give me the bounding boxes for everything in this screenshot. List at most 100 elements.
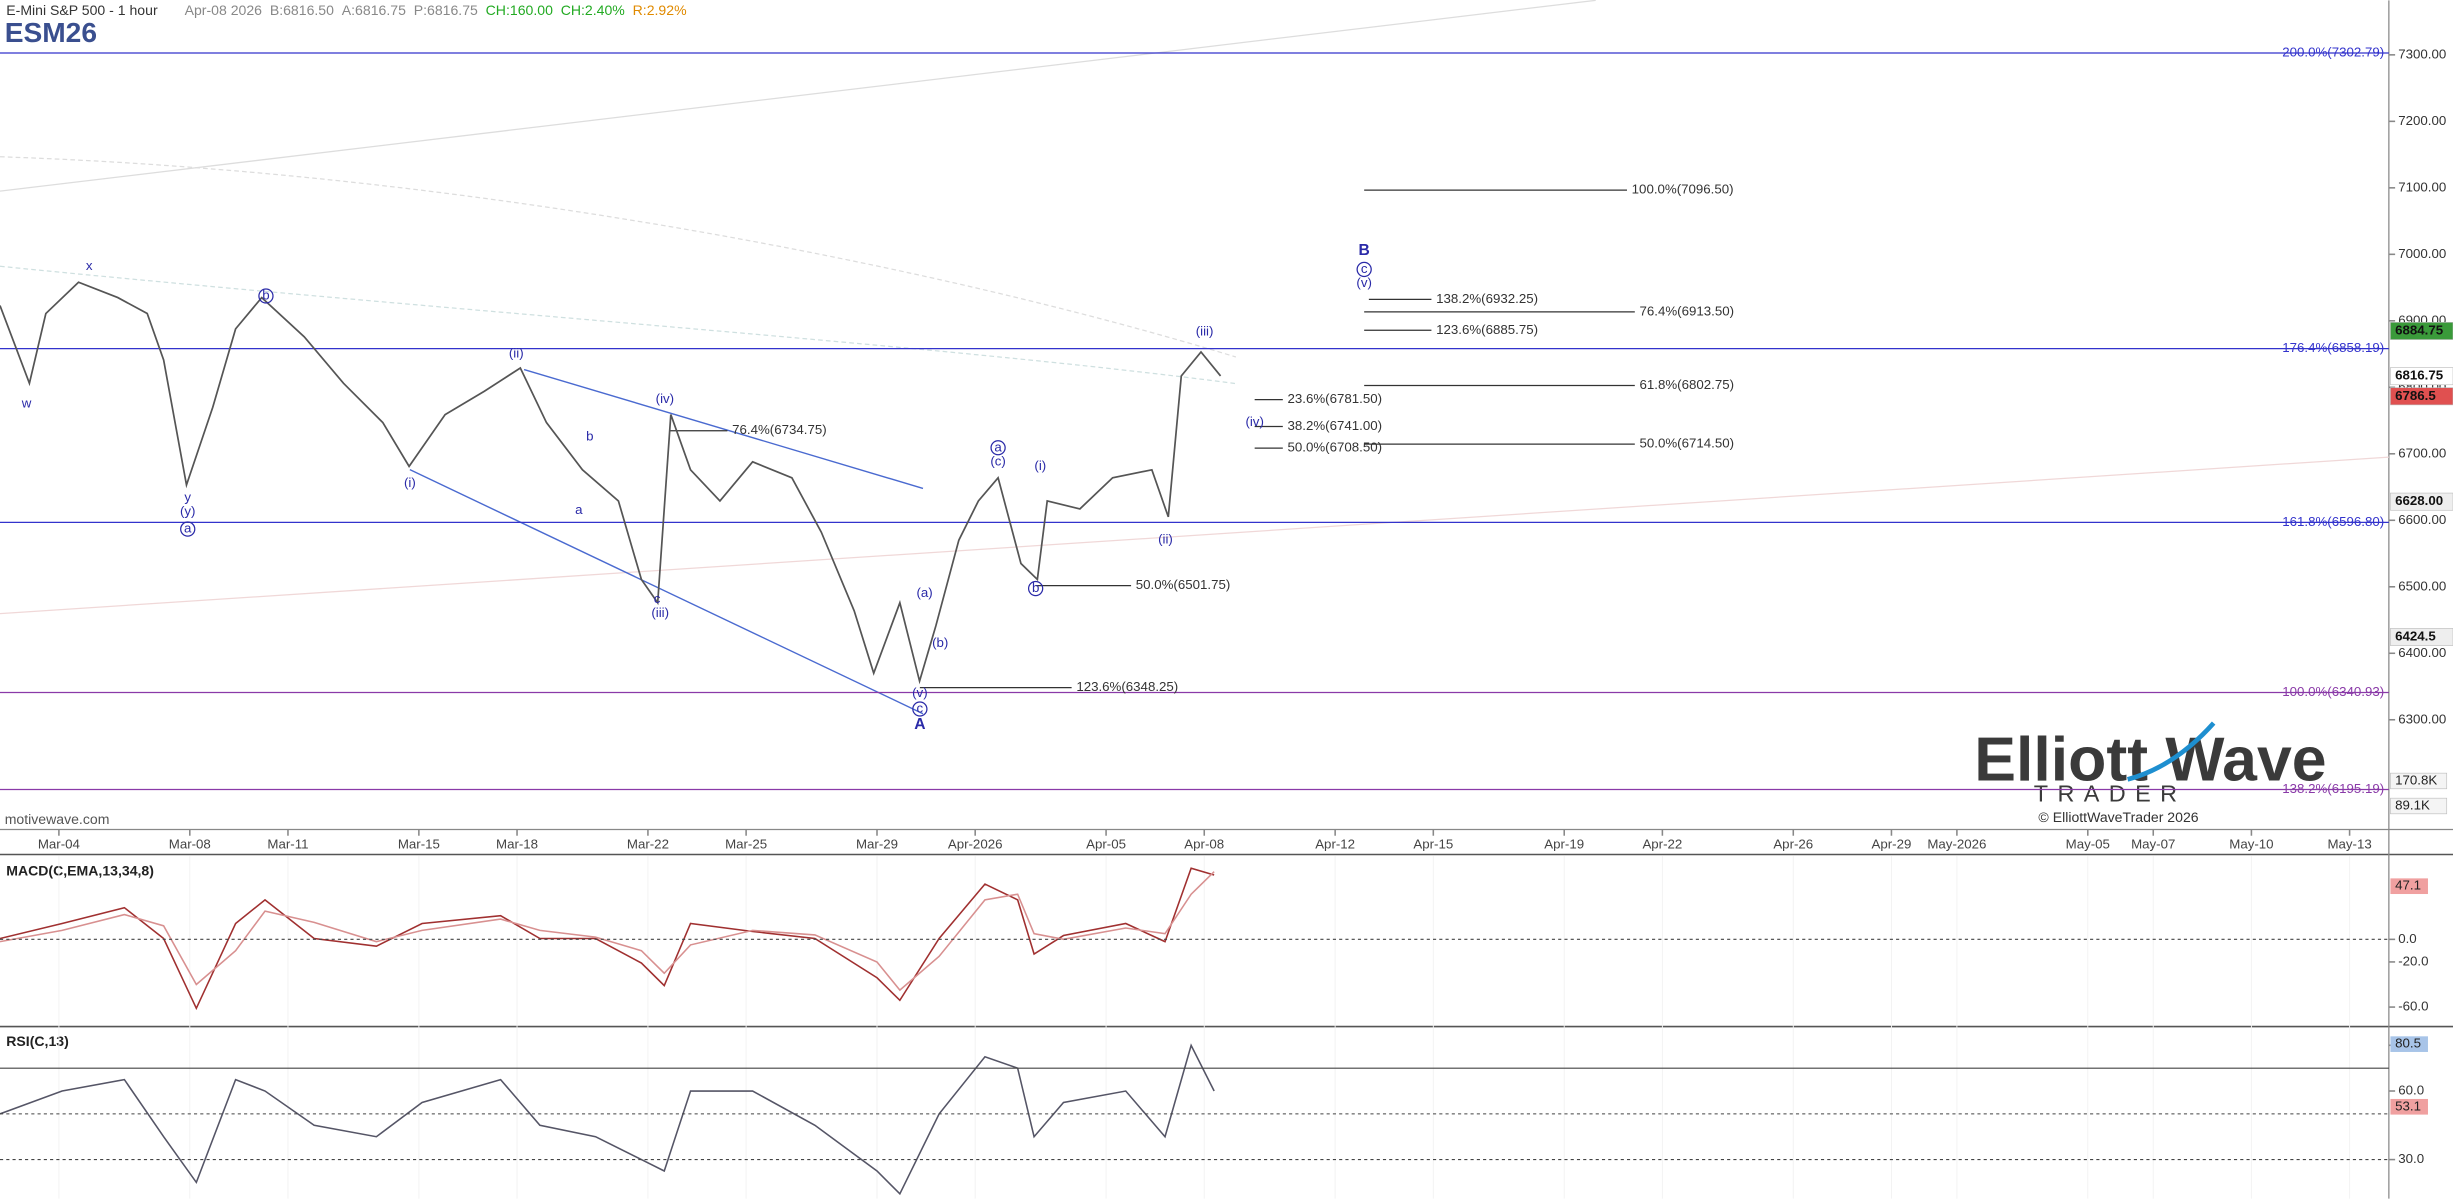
x-tick-label: Mar-08 <box>169 837 211 852</box>
volume-tag-label: 89.1K <box>2395 798 2430 813</box>
wave-label: A <box>914 716 925 733</box>
fib-label: 38.2%(6741.00) <box>1288 418 1383 433</box>
wave-circle <box>990 440 1006 456</box>
fib-label: 161.8%(6596.80) <box>2282 514 2384 529</box>
y-tick-label: 7000.00 <box>2398 246 2446 261</box>
price-tag <box>2390 387 2453 406</box>
fib-label: 123.6%(6348.25) <box>1076 679 1178 694</box>
y-tick-label: 6700.00 <box>2398 445 2446 460</box>
fib-label: 100.0%(6340.93) <box>2282 684 2384 699</box>
value-tag-label: 47.1 <box>2395 878 2421 893</box>
watermark: motivewave.com <box>5 811 110 827</box>
wave-label: w <box>21 395 32 410</box>
indicator-line <box>0 871 1215 992</box>
trend-line <box>0 0 1596 192</box>
fib-label: 76.4%(6913.50) <box>1640 303 1735 318</box>
logo-sub: TRADER <box>2034 780 2187 806</box>
wave-label: a <box>994 439 1002 454</box>
y-tick-label: 7200.00 <box>2398 113 2446 128</box>
wave-label: (b) <box>932 635 948 650</box>
logo-swoosh <box>2126 721 2216 782</box>
x-tick-label: Apr-19 <box>1544 837 1584 852</box>
wave-label: (i) <box>404 475 416 490</box>
wave-label: (c) <box>990 453 1006 468</box>
wave-label: (ii) <box>1158 532 1173 547</box>
quote-item: CH:2.40% <box>561 2 625 18</box>
fib-label: 61.8%(6802.75) <box>1640 377 1735 392</box>
panel-title: RSI(C,13) <box>6 1033 69 1049</box>
x-tick-label: Mar-29 <box>856 837 898 852</box>
y-tick-label: 60.0 <box>2398 1083 2424 1098</box>
wave-label: b <box>1032 580 1039 595</box>
x-tick-label: May-10 <box>2229 837 2273 852</box>
wave-label: a <box>184 521 192 536</box>
x-tick-label: Apr-15 <box>1413 837 1453 852</box>
moving-average <box>0 265 1236 385</box>
fib-label: 138.2%(6932.25) <box>1436 291 1538 306</box>
quote-item: CH:160.00 <box>486 2 553 18</box>
wave-label: b <box>262 288 269 303</box>
wave-label: b <box>586 428 593 443</box>
symbol: ESM26 <box>5 17 97 48</box>
quote-item: B:6816.50 <box>270 2 334 18</box>
x-tick-label: Apr-12 <box>1315 837 1355 852</box>
y-tick-label: 7300.00 <box>2398 46 2446 61</box>
x-tick-label: Mar-18 <box>496 837 538 852</box>
x-tick-label: May-2026 <box>1927 837 1986 852</box>
x-tick-label: Mar-11 <box>267 837 308 852</box>
x-tick-label: Mar-22 <box>627 837 669 852</box>
x-tick-label: Apr-2026 <box>948 837 1003 852</box>
fib-label: 176.4%(6858.19) <box>2282 340 2384 355</box>
price-tag-label: 6786.5 <box>2395 388 2436 403</box>
price-line <box>0 281 1222 685</box>
fib-label: 50.0%(6714.50) <box>1640 436 1735 451</box>
wave-label: (i) <box>1034 458 1046 473</box>
price-tag <box>2390 367 2453 386</box>
wave-label: a <box>575 502 583 517</box>
x-tick-label: Mar-25 <box>725 837 767 852</box>
quote-item: Apr-08 2026 <box>185 2 263 18</box>
volume-tag-label: 170.8K <box>2395 772 2437 787</box>
x-tick-label: Apr-22 <box>1642 837 1682 852</box>
x-tick-label: May-13 <box>2327 837 2371 852</box>
wave-label: (a) <box>916 585 932 600</box>
price-tag <box>2390 628 2453 646</box>
wave-circle <box>912 701 928 717</box>
wave-label: (iii) <box>651 605 669 620</box>
instrument: E-Mini S&P 500 - 1 hour <box>6 2 158 18</box>
wave-label: (v) <box>1356 275 1372 290</box>
quote-item: R:2.92% <box>633 2 687 18</box>
wave-label: c <box>1361 261 1368 276</box>
wave-label: (y) <box>180 503 196 518</box>
price-tag-label: 6884.75 <box>2395 322 2444 337</box>
y-tick-label: 30.0 <box>2398 1151 2424 1166</box>
price-tag <box>2390 492 2453 511</box>
wave-label: (iv) <box>656 391 674 406</box>
trend-line <box>0 456 2389 615</box>
wave-circle <box>180 521 196 537</box>
wave-circle <box>1356 261 1372 278</box>
y-tick-label: -20.0 <box>2398 953 2428 968</box>
x-tick-label: May-07 <box>2131 837 2175 852</box>
wave-label: x <box>86 258 93 273</box>
y-tick-label: 0.0 <box>2398 931 2416 946</box>
price-tag-label: 6628.00 <box>2395 493 2443 508</box>
value-tag <box>2390 1036 2428 1052</box>
value-tag-label: 53.1 <box>2395 1098 2421 1113</box>
price-tag <box>2390 322 2453 340</box>
y-tick-label: 6600.00 <box>2398 512 2446 527</box>
price-tag-label: 6816.75 <box>2395 368 2444 383</box>
x-tick-label: Mar-04 <box>38 837 80 852</box>
y-tick-label: 6400.00 <box>2398 645 2446 660</box>
fib-label: 200.0%(7302.79) <box>2282 45 2384 60</box>
wave-circle <box>258 288 274 304</box>
value-tag <box>2390 878 2428 895</box>
quote-item: A:6816.75 <box>342 2 406 18</box>
quote-item: P:6816.75 <box>414 2 478 18</box>
wave-label: (iv) <box>1245 414 1263 429</box>
fib-label: 50.0%(6501.75) <box>1136 577 1231 592</box>
channel-line <box>523 368 924 490</box>
x-tick-label: Mar-15 <box>398 837 440 852</box>
indicator-line <box>0 1043 1215 1196</box>
